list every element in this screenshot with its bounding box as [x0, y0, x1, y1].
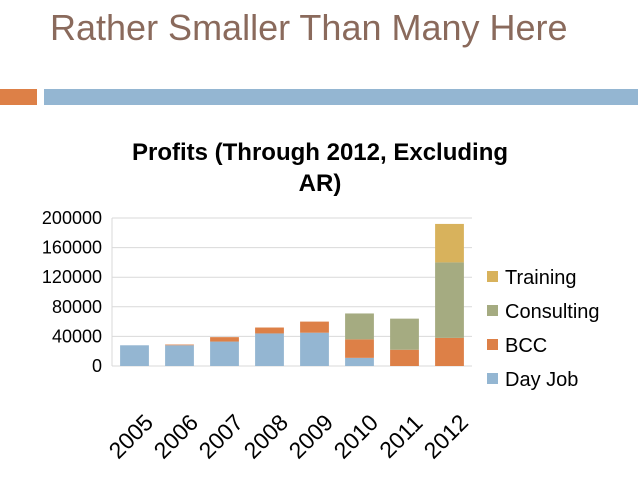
x-tick-label: 2008 [239, 409, 294, 464]
y-tick-label: 0 [92, 356, 102, 376]
chart-title-line-1: Profits (Through 2012, Excluding [132, 139, 508, 166]
bar-segment [390, 349, 419, 366]
bar-segment [165, 344, 194, 346]
bar-segment [435, 223, 464, 263]
divider-accent-orange [0, 89, 37, 105]
bar-segment [345, 339, 374, 358]
bar-segment [300, 332, 329, 366]
bar-segment [120, 345, 149, 366]
bar-segment [255, 327, 284, 334]
x-tick-label: 2006 [149, 409, 204, 464]
y-tick-label: 200000 [42, 208, 102, 228]
bar-segment [165, 345, 194, 366]
legend-swatch [487, 271, 498, 282]
legend-label: Training [505, 267, 577, 289]
x-tick-label: 2011 [374, 410, 427, 463]
legend-swatch [487, 339, 498, 350]
legend-label: Consulting [505, 301, 600, 323]
x-tick-label: 2007 [194, 409, 249, 464]
legend: Training Consulting BCC Day Job [487, 267, 600, 391]
legend-swatch [487, 305, 498, 316]
bar-segment [210, 341, 239, 366]
x-tick-label: 2009 [284, 409, 339, 464]
bar-segment [435, 262, 464, 338]
bar-segment [300, 321, 329, 333]
y-tick-label: 120000 [42, 267, 102, 287]
slide-title: Rather Smaller Than Many Here [50, 7, 568, 48]
y-tick-label: 160000 [42, 238, 102, 258]
bar-segment [210, 337, 239, 342]
x-tick-label: 2012 [419, 409, 474, 464]
y-axis: 200000 160000 120000 80000 40000 0 [42, 208, 102, 376]
bar-segment [345, 357, 374, 366]
legend-swatch [487, 373, 498, 384]
bar-segment [390, 318, 419, 350]
bar-segment [255, 333, 284, 366]
bars [120, 223, 464, 366]
bar-segment [345, 313, 374, 340]
x-tick-label: 2005 [104, 409, 159, 464]
legend-label: Day Job [505, 369, 578, 391]
y-tick-label: 80000 [52, 297, 102, 317]
y-tick-label: 40000 [52, 326, 102, 346]
legend-label: BCC [505, 335, 547, 357]
x-tick-label: 2010 [329, 409, 384, 464]
bar-segment [435, 337, 464, 366]
divider-accent-blue [44, 89, 638, 105]
chart-title-line-2: AR) [299, 170, 342, 197]
